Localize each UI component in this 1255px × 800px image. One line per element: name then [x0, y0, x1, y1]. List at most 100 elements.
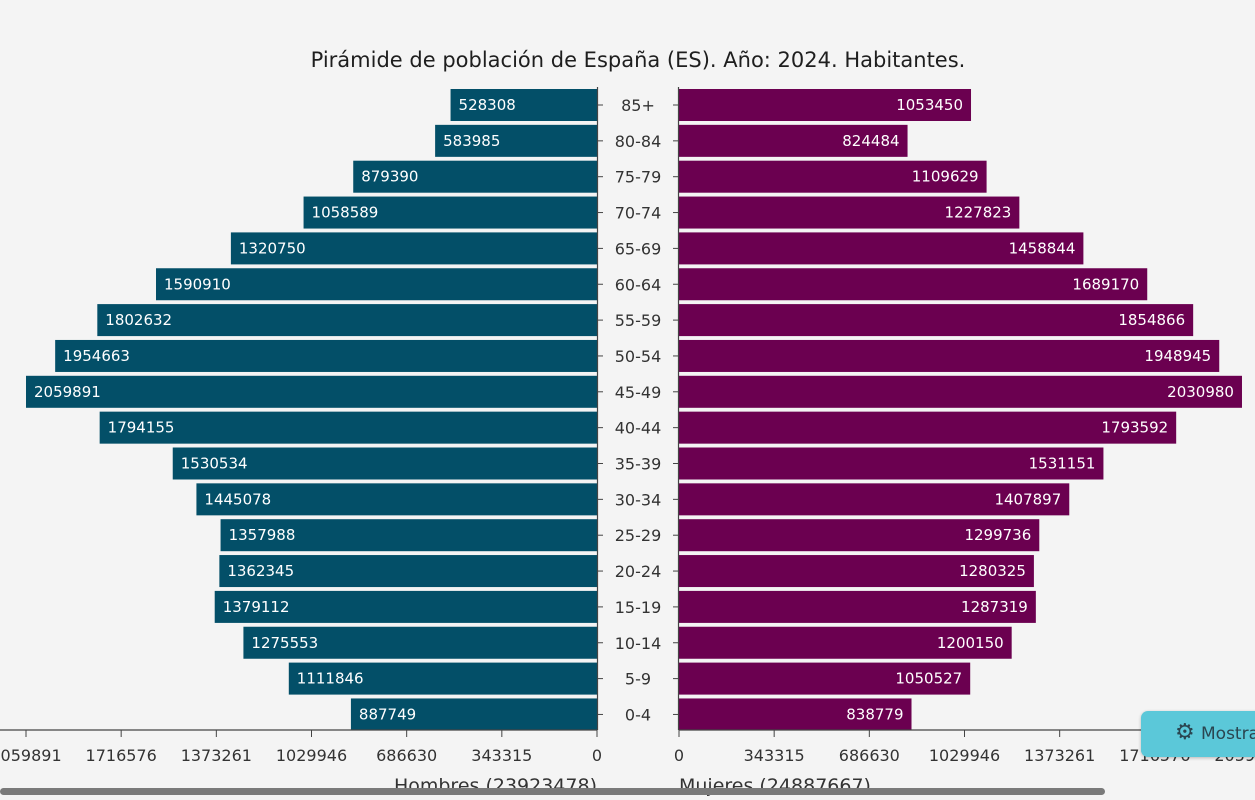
bar-label-mujeres-5-9: 1050527	[895, 670, 962, 688]
bar-hombres-15-19	[214, 590, 597, 623]
bar-mujeres-65-69	[679, 232, 1084, 265]
category-label-30-34: 30-34	[615, 490, 662, 509]
bar-mujeres-50-54	[679, 339, 1220, 372]
bar-label-hombres-25-29: 1357988	[229, 526, 296, 544]
left-axis-tick-label: 1716576	[86, 746, 157, 765]
bar-label-hombres-0-4: 887749	[359, 705, 416, 723]
bar-mujeres-40-44	[679, 411, 1177, 444]
bar-label-mujeres-20-24: 1280325	[959, 562, 1026, 580]
bar-label-hombres-75-79: 879390	[361, 168, 418, 186]
bar-mujeres-5-9	[679, 662, 971, 695]
bar-label-mujeres-30-34: 1407897	[994, 490, 1061, 508]
bar-label-hombres-30-34: 1445078	[204, 490, 271, 508]
show-options-button[interactable]: ⚙ Mostrar	[1141, 711, 1255, 757]
bars-layer: 528308 1053450 583985 824484 879390 1109629 10…	[26, 89, 1242, 731]
bar-hombres-70-74	[303, 196, 597, 229]
category-label-45-49: 45-49	[615, 383, 662, 402]
bar-label-hombres-50-54: 1954663	[63, 347, 130, 365]
bar-label-hombres-60-64: 1590910	[164, 275, 231, 293]
category-label-20-24: 20-24	[615, 562, 662, 581]
left-axis-tick-label: 343315	[471, 746, 532, 765]
bar-label-hombres-10-14: 1275553	[251, 634, 318, 652]
bar-mujeres-55-59	[679, 304, 1194, 337]
bar-label-mujeres-10-14: 1200150	[937, 634, 1004, 652]
bar-label-hombres-40-44: 1794155	[108, 419, 175, 437]
left-axis-tick-label: 0	[592, 746, 602, 765]
bar-hombres-5-9	[288, 662, 597, 695]
right-axis-tick-label: 343315	[744, 746, 805, 765]
bar-label-mujeres-15-19: 1287319	[961, 598, 1028, 616]
bar-label-hombres-70-74: 1058589	[312, 204, 379, 222]
bar-mujeres-45-49	[679, 375, 1242, 408]
bar-hombres-55-59	[97, 304, 597, 337]
bar-label-mujeres-45-49: 2030980	[1167, 383, 1234, 401]
bar-label-hombres-35-39: 1530534	[181, 455, 248, 473]
bar-label-mujeres-55-59: 1854866	[1118, 311, 1185, 329]
category-label-60-64: 60-64	[615, 275, 662, 294]
category-label-65-69: 65-69	[615, 239, 662, 258]
horizontal-scrollbar[interactable]	[0, 788, 1105, 795]
show-options-label: Mostrar	[1201, 724, 1255, 744]
bar-hombres-75-79	[353, 160, 597, 193]
bar-label-mujeres-75-79: 1109629	[912, 168, 979, 186]
right-axis-tick-label: 686630	[839, 746, 900, 765]
bar-hombres-0-4	[350, 698, 597, 731]
bar-label-mujeres-60-64: 1689170	[1072, 275, 1139, 293]
bar-label-mujeres-40-44: 1793592	[1101, 419, 1168, 437]
bar-label-hombres-80-84: 583985	[443, 132, 500, 150]
right-axis-tick-label: 0	[674, 746, 684, 765]
category-label-5-9: 5-9	[625, 670, 651, 689]
bar-label-mujeres-85+: 1053450	[896, 96, 963, 114]
category-label-0-4: 0-4	[625, 705, 651, 724]
right-axis-tick-label: 1373261	[1024, 746, 1095, 765]
category-label-35-39: 35-39	[615, 455, 662, 474]
bar-label-mujeres-35-39: 1531151	[1029, 455, 1096, 473]
bar-hombres-35-39	[172, 447, 597, 480]
bar-mujeres-35-39	[679, 447, 1104, 480]
chart-title: Pirámide de población de España (ES). Añ…	[311, 48, 966, 72]
category-label-55-59: 55-59	[615, 311, 662, 330]
category-label-85+: 85+	[621, 96, 655, 115]
bar-mujeres-80-84	[679, 124, 908, 157]
category-label-80-84: 80-84	[615, 132, 662, 151]
bar-mujeres-0-4	[679, 698, 912, 731]
bar-label-hombres-20-24: 1362345	[227, 562, 294, 580]
bar-mujeres-75-79	[679, 160, 987, 193]
bar-hombres-65-69	[230, 232, 597, 265]
bar-hombres-85+	[450, 89, 597, 121]
bar-hombres-50-54	[55, 339, 597, 372]
left-axis-tick-label: 1373261	[181, 746, 252, 765]
category-label-40-44: 40-44	[615, 419, 662, 438]
category-label-25-29: 25-29	[615, 526, 662, 545]
bar-mujeres-25-29	[679, 519, 1040, 552]
bar-label-hombres-15-19: 1379112	[223, 598, 290, 616]
category-label-50-54: 50-54	[615, 347, 662, 366]
gear-icon: ⚙	[1175, 720, 1195, 745]
bar-label-hombres-65-69: 1320750	[239, 239, 306, 257]
right-axis-tick-label: 1029946	[929, 746, 1000, 765]
category-label-15-19: 15-19	[615, 598, 662, 617]
left-axis-tick-label: 2059891	[0, 746, 62, 765]
bar-mujeres-60-64	[679, 268, 1148, 301]
bar-label-mujeres-65-69: 1458844	[1009, 239, 1076, 257]
bar-hombres-30-34	[196, 483, 597, 516]
bar-label-mujeres-0-4: 838779	[846, 705, 903, 723]
bar-hombres-10-14	[243, 626, 597, 659]
category-label-70-74: 70-74	[615, 204, 662, 223]
bar-hombres-40-44	[99, 411, 597, 444]
bar-hombres-80-84	[435, 124, 597, 157]
category-label-10-14: 10-14	[615, 634, 662, 653]
bar-hombres-60-64	[156, 268, 597, 301]
bar-mujeres-10-14	[679, 626, 1012, 659]
bar-mujeres-70-74	[679, 196, 1020, 229]
left-axis-tick-label: 686630	[376, 746, 437, 765]
bar-mujeres-20-24	[679, 555, 1034, 588]
bar-label-mujeres-70-74: 1227823	[945, 204, 1012, 222]
bar-mujeres-85+	[679, 89, 972, 121]
bar-label-hombres-5-9: 1111846	[297, 670, 364, 688]
bar-mujeres-15-19	[679, 590, 1036, 623]
bar-label-mujeres-25-29: 1299736	[964, 526, 1031, 544]
axes-layer: 85+ 80-84 75-79 70-74 65-69 60-64 55-59 50-54 45…	[0, 87, 1255, 765]
bar-label-mujeres-50-54: 1948945	[1144, 347, 1211, 365]
